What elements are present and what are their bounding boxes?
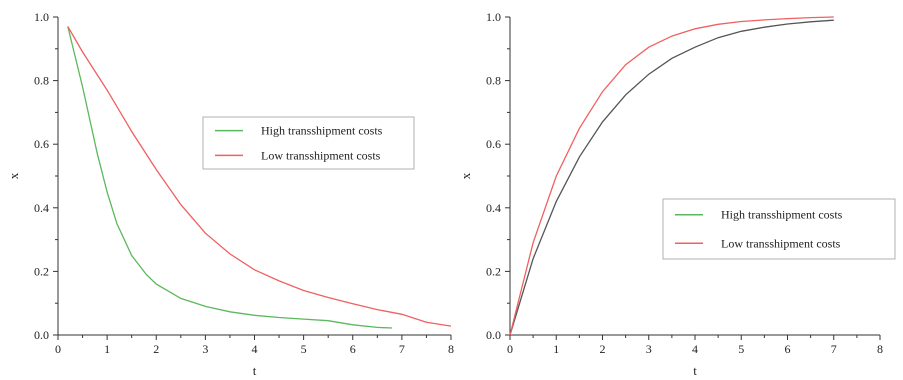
y-tick-label: 0.0 [486,328,501,342]
y-tick-label: 0.6 [34,137,49,151]
y-axis-label: x [6,172,21,179]
x-axis-label: t [253,363,257,378]
x-tick-label: 1 [553,342,559,356]
series-line-1 [509,19,834,336]
y-tick-label: 0.6 [486,137,501,151]
legend-box [662,198,896,260]
x-tick-label: 7 [399,342,405,356]
x-tick-label: 8 [877,342,883,356]
y-tick-label: 0.4 [486,201,501,215]
series-line-2 [509,16,834,336]
legend: High transshipment costs Low transshipmen… [202,116,415,170]
y-tick-label: 0.2 [486,264,501,278]
y-tick-label: 0.0 [34,328,49,342]
y-axis-label: x [458,172,473,179]
x-tick-label: 6 [350,342,356,356]
x-tick-label: 6 [785,342,791,356]
x-tick-label: 4 [252,342,258,356]
x-tick-label: 0 [55,342,61,356]
x-tick-label: 0 [507,342,513,356]
y-tick-label: 1.0 [34,10,49,24]
x-tick-label: 2 [153,342,159,356]
legend-label: Low transshipment costs [721,236,841,250]
chart-panel-2: 0 1 2 3 4 5 6 7 8 0.0 0.2 0.4 0.6 0.8 1.0 t x High transs… [458,10,896,378]
x-tick-label: 4 [692,342,698,356]
x-axis-label: t [693,363,697,378]
x-tick-label: 3 [646,342,652,356]
legend: High transshipment costs Low transshipmen… [662,198,896,260]
legend-label: High transshipment costs [721,208,843,222]
x-tick-label: 5 [301,342,307,356]
x-tick-label: 5 [738,342,744,356]
legend-label: Low transshipment costs [261,148,381,162]
x-tick-label: 8 [448,342,454,356]
y-tick-label: 0.8 [34,74,49,88]
y-tick-label: 1.0 [486,10,501,24]
legend-box [202,116,415,170]
y-tick-label: 0.8 [486,74,501,88]
series-line-1 [67,26,393,329]
y-tick-label: 0.2 [34,264,49,278]
y-tick-label: 0.4 [34,201,49,215]
x-tick-label: 7 [831,342,837,356]
x-tick-label: 3 [202,342,208,356]
series-line-2 [67,26,452,327]
x-tick-label: 2 [600,342,606,356]
x-tick-label: 1 [104,342,110,356]
legend-label: High transshipment costs [261,124,383,138]
chart-panel-1: 0 1 2 3 4 5 6 7 8 0.0 0.2 0.4 0.6 0.8 1.0 t x High transs… [6,10,454,378]
